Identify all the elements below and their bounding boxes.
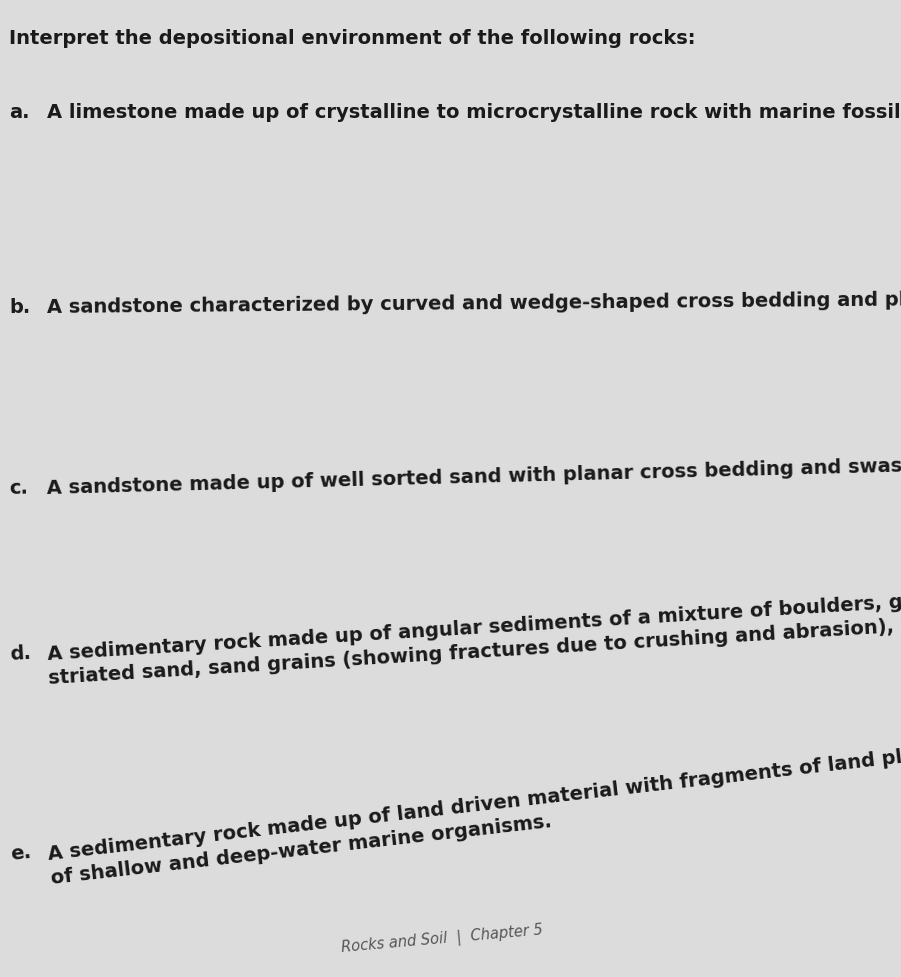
Text: d.: d. [9,644,32,663]
Text: A sedimentary rock made up of land driven material with fragments of land plants: A sedimentary rock made up of land drive… [47,728,901,888]
Text: A limestone made up of crystalline to microcrystalline rock with marine fossils.: A limestone made up of crystalline to mi… [47,103,901,121]
Text: a.: a. [9,103,30,121]
Text: Rocks and Soil  |  Chapter 5: Rocks and Soil | Chapter 5 [341,922,544,956]
Text: A sedimentary rock made up of angular sediments of a mixture of boulders, gravel: A sedimentary rock made up of angular se… [47,584,901,688]
Text: Interpret the depositional environment of the following rocks:: Interpret the depositional environment o… [9,29,696,48]
Text: A sandstone characterized by curved and wedge-shaped cross bedding and plant fos: A sandstone characterized by curved and … [47,289,901,317]
Text: A sandstone made up of well sorted sand with planar cross bedding and swash mark: A sandstone made up of well sorted sand … [47,454,901,497]
Text: b.: b. [9,298,31,317]
Text: c.: c. [9,478,29,497]
Text: e.: e. [9,843,32,864]
